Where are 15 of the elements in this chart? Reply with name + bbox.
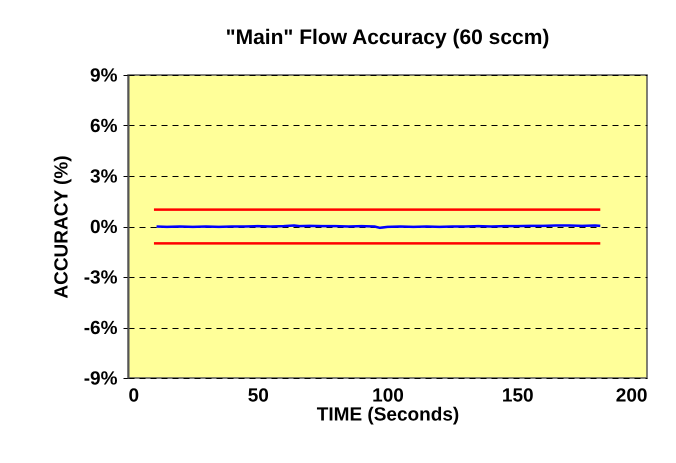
x-tick-label: 100 <box>372 386 404 406</box>
y-tick-label: 0% <box>90 217 118 238</box>
x-axis-title: TIME (Seconds) <box>316 404 460 426</box>
chart-title: "Main" Flow Accuracy (60 sccm) <box>226 26 550 49</box>
y-tick-label: 6% <box>90 116 118 137</box>
y-tick-label: -9% <box>84 368 118 390</box>
x-tick-label: 0 <box>128 386 140 406</box>
x-tick-label: 50 <box>248 386 269 406</box>
y-tick-label: 3% <box>90 166 118 188</box>
y-tick-label: -3% <box>84 268 118 288</box>
x-tick-label: 150 <box>502 386 534 406</box>
y-tick-label: 9% <box>90 66 118 86</box>
x-tick-label: 200 <box>616 386 648 406</box>
y-axis-title: ACCURACY (%) <box>52 155 73 299</box>
y-tick-label: -6% <box>84 318 118 339</box>
